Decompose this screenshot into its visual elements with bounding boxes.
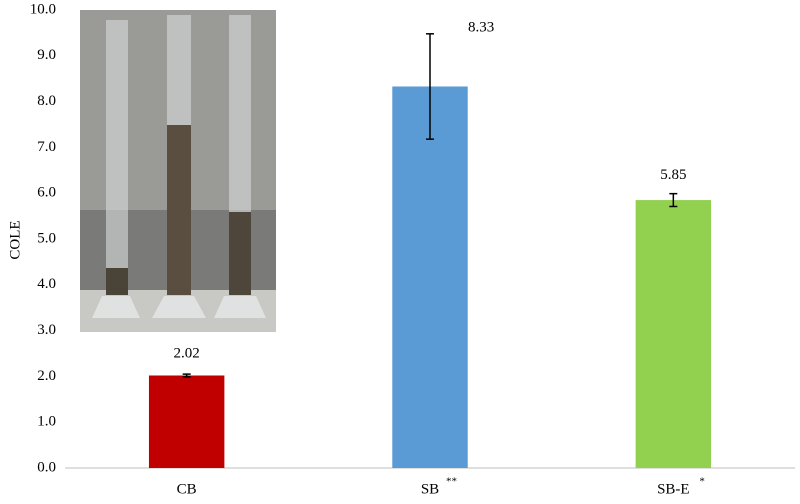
y-tick-label: 1.0 (37, 414, 56, 430)
y-tick-label: 6.0 (37, 185, 56, 201)
y-tick-label: 3.0 (37, 322, 56, 338)
cylinder-bases (92, 296, 266, 318)
y-tick-label: 0.0 (37, 459, 56, 475)
bar (148, 375, 225, 468)
y-axis-label: COLE (7, 220, 23, 259)
error-bar (426, 33, 434, 140)
data-label: 8.33 (468, 19, 494, 35)
error-bar (669, 192, 678, 208)
y-tick-label: 5.0 (37, 230, 56, 246)
y-tick-label: 10.0 (30, 1, 56, 17)
data-label: 2.02 (174, 346, 200, 362)
y-tick-label: 4.0 (37, 276, 56, 292)
photo-inset (80, 10, 276, 332)
sediment (167, 125, 191, 295)
sediment (229, 212, 251, 295)
sediment (106, 268, 128, 295)
x-tick-label: CB (177, 481, 197, 497)
y-tick-label: 9.0 (37, 47, 56, 63)
y-tick-label: 2.0 (37, 368, 56, 384)
bar (635, 200, 712, 468)
significance-mark: * (699, 476, 705, 488)
y-tick-label: 7.0 (37, 139, 56, 155)
y-tick-label: 8.0 (37, 93, 56, 109)
x-tick-label: SB (421, 481, 439, 497)
error-bar (182, 373, 191, 378)
significance-mark: ** (446, 476, 457, 488)
x-tick-label: SB-E (657, 481, 690, 497)
cylinder (106, 20, 128, 295)
data-label: 5.85 (660, 167, 686, 183)
bar (392, 86, 468, 469)
